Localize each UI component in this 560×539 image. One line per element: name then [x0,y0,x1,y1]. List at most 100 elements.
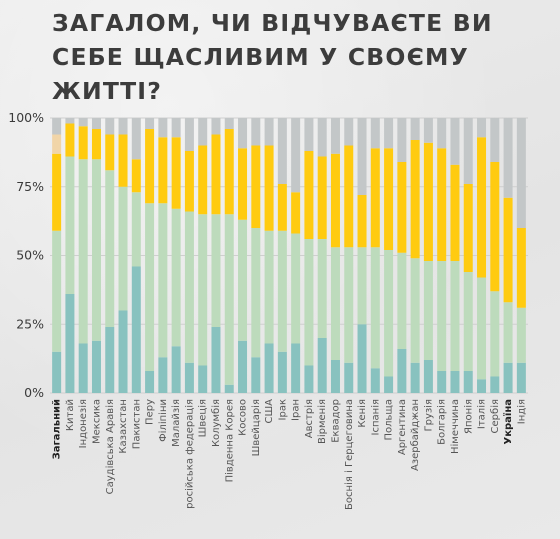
x-tick-label: Іран [291,399,302,421]
bar-segment [503,362,513,393]
bar-segment [224,384,234,393]
bar-segment [158,203,168,358]
bar-segment [238,148,248,220]
chart-title: Загалом, чи відчуваєте ви себе щасливим … [52,9,493,105]
bar-segment [105,134,115,171]
bar-segment [463,118,473,184]
bar-segment [118,310,128,393]
bar-segment [357,118,367,195]
bar-segment [304,151,314,239]
bar-segment [184,211,194,363]
bar-segment [158,137,168,204]
bar-segment [91,129,101,160]
bar-segment [131,192,141,267]
x-tick-label: Китай [65,399,76,431]
bar-segment [490,376,500,393]
y-tick-label: 0% [24,385,44,400]
bar-segment [344,362,354,393]
x-tick-label: Південна Корея [223,399,235,482]
bar-segment [410,362,420,393]
bar-segment [437,118,447,149]
bar-segment [105,170,115,327]
y-tick-label: 25% [16,316,44,331]
bar-segment [330,153,340,248]
bar-segment [410,258,420,363]
bar-segment [52,134,62,154]
bar-segment [330,118,340,154]
bar-segment [171,118,181,138]
bar-segment [330,247,340,360]
bar-segment [264,343,274,393]
bar-segment [437,261,447,371]
bar-segment [171,208,181,347]
bar-segment [410,140,420,259]
bar-segment [277,351,287,393]
bar-segment [317,118,327,157]
bar-segment [145,129,155,204]
bar-segment [211,134,221,215]
bar-segment [477,118,487,138]
bar-segment [490,118,500,162]
bar-segment [397,349,407,393]
bar-segment [384,148,394,250]
bar-segment [304,239,314,366]
x-tick-label: Загальний [52,399,63,459]
bar-segment [463,371,473,393]
bar-segment [145,118,155,129]
x-tick-label: Сербія [489,399,501,433]
bar-segment [198,214,208,366]
bar-segment [277,184,287,231]
bar-segment [503,197,513,303]
bar-segment [384,118,394,149]
x-tick-label: Мексика [91,399,102,444]
bar-segment [238,219,248,341]
bar-segment [503,302,513,363]
bar-segment [65,294,75,393]
bar-segment [131,118,141,160]
x-tick-label: Японія [462,399,474,434]
bar-segment [105,118,115,135]
x-tick-label: Малайзія [170,399,182,447]
bar-segment [211,214,221,327]
bar-segment [344,247,354,363]
bar-segment [251,228,261,358]
bar-segment [397,162,407,253]
bar-segment [503,118,513,198]
bar-segment [52,153,62,231]
x-tick-label: Боснія і Герцеговина [343,399,355,510]
bar-segment [370,368,380,393]
bar-segment [490,291,500,377]
bar-segment [317,338,327,393]
bar-segment [78,126,88,160]
bar-segment [105,327,115,393]
x-tick-label: Україна [502,399,514,445]
bar-segment [516,228,526,308]
bar-segment [344,145,354,248]
x-tick-label: Індонезія [77,399,89,448]
bar-segment [463,272,473,371]
bar-segment [437,148,447,261]
bar-segment [65,118,75,124]
bar-segment [357,195,367,248]
bar-segment [516,118,526,228]
x-tick-label: російська федерація [183,399,195,509]
x-tick-label: Казахстан [118,399,129,454]
x-tick-label: Аргентина [397,399,408,455]
bar-segment [357,324,367,393]
bar-segment [238,340,248,393]
x-tick-label: Німеччина [449,399,461,454]
bar-segment [264,145,274,231]
x-tick-label: Вірменія [316,399,328,444]
x-tick-label: Індія [515,399,527,424]
bar-segment [184,151,194,212]
x-tick-label: Польща [384,399,395,440]
bar-segment [65,156,75,294]
bar-segment [224,118,234,129]
bar-segment [423,261,433,360]
bar-segment [251,357,261,393]
x-tick-label: Грузія [422,399,434,431]
bar-segment [277,118,287,184]
bar-segment [238,118,248,149]
bar-segment [344,118,354,146]
bar-segment [357,247,367,325]
